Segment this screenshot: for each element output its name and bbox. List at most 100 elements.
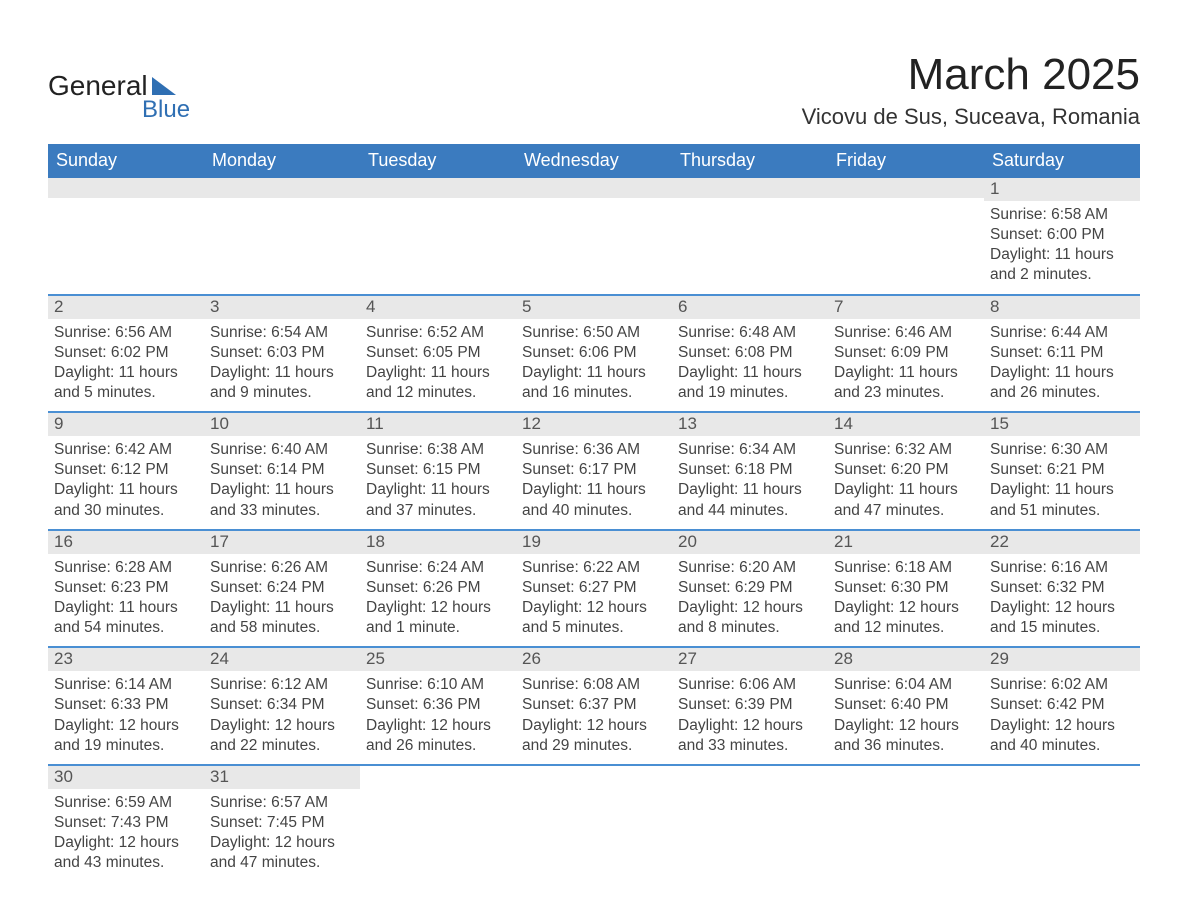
- weekday-header: Friday: [828, 144, 984, 178]
- day-number: 6: [672, 296, 828, 319]
- sunrise-text: Sunrise: 6:18 AM: [834, 558, 978, 578]
- weekday-header: Monday: [204, 144, 360, 178]
- calendar-cell: [48, 178, 204, 295]
- sunset-text: Sunset: 6:11 PM: [990, 343, 1134, 363]
- sunrise-text: Sunrise: 6:42 AM: [54, 440, 198, 460]
- daylight-text: Daylight: 11 hours and 51 minutes.: [990, 480, 1134, 520]
- calendar-cell: 31Sunrise: 6:57 AMSunset: 7:45 PMDayligh…: [204, 765, 360, 882]
- day-number: 31: [204, 766, 360, 789]
- sunrise-text: Sunrise: 6:02 AM: [990, 675, 1134, 695]
- day-number: 26: [516, 648, 672, 671]
- day-details: Sunrise: 6:46 AMSunset: 6:09 PMDaylight:…: [828, 319, 984, 412]
- sunset-text: Sunset: 6:21 PM: [990, 460, 1134, 480]
- calendar-body: 1Sunrise: 6:58 AMSunset: 6:00 PMDaylight…: [48, 178, 1140, 881]
- day-details: Sunrise: 6:02 AMSunset: 6:42 PMDaylight:…: [984, 671, 1140, 764]
- sunset-text: Sunset: 6:08 PM: [678, 343, 822, 363]
- day-number: [672, 178, 828, 198]
- calendar-cell: 4Sunrise: 6:52 AMSunset: 6:05 PMDaylight…: [360, 295, 516, 413]
- daylight-text: Daylight: 12 hours and 36 minutes.: [834, 716, 978, 756]
- day-details: [828, 198, 984, 270]
- daylight-text: Daylight: 11 hours and 23 minutes.: [834, 363, 978, 403]
- day-details: Sunrise: 6:16 AMSunset: 6:32 PMDaylight:…: [984, 554, 1140, 647]
- daylight-text: Daylight: 11 hours and 47 minutes.: [834, 480, 978, 520]
- calendar-week-row: 1Sunrise: 6:58 AMSunset: 6:00 PMDaylight…: [48, 178, 1140, 295]
- calendar-cell: 9Sunrise: 6:42 AMSunset: 6:12 PMDaylight…: [48, 412, 204, 530]
- sunrise-text: Sunrise: 6:12 AM: [210, 675, 354, 695]
- calendar-cell: 23Sunrise: 6:14 AMSunset: 6:33 PMDayligh…: [48, 647, 204, 765]
- daylight-text: Daylight: 11 hours and 9 minutes.: [210, 363, 354, 403]
- day-details: [984, 786, 1140, 858]
- day-details: Sunrise: 6:59 AMSunset: 7:43 PMDaylight:…: [48, 789, 204, 882]
- calendar-cell: 5Sunrise: 6:50 AMSunset: 6:06 PMDaylight…: [516, 295, 672, 413]
- calendar-cell: 28Sunrise: 6:04 AMSunset: 6:40 PMDayligh…: [828, 647, 984, 765]
- calendar-cell: 12Sunrise: 6:36 AMSunset: 6:17 PMDayligh…: [516, 412, 672, 530]
- sunset-text: Sunset: 7:45 PM: [210, 813, 354, 833]
- day-number: 17: [204, 531, 360, 554]
- daylight-text: Daylight: 11 hours and 44 minutes.: [678, 480, 822, 520]
- day-number: 3: [204, 296, 360, 319]
- sunset-text: Sunset: 6:37 PM: [522, 695, 666, 715]
- daylight-text: Daylight: 11 hours and 58 minutes.: [210, 598, 354, 638]
- day-number: 15: [984, 413, 1140, 436]
- calendar-cell: 27Sunrise: 6:06 AMSunset: 6:39 PMDayligh…: [672, 647, 828, 765]
- day-number: 19: [516, 531, 672, 554]
- daylight-text: Daylight: 11 hours and 33 minutes.: [210, 480, 354, 520]
- day-number: 27: [672, 648, 828, 671]
- location-text: Vicovu de Sus, Suceava, Romania: [802, 104, 1140, 130]
- sunset-text: Sunset: 6:39 PM: [678, 695, 822, 715]
- sunrise-text: Sunrise: 6:36 AM: [522, 440, 666, 460]
- day-details: Sunrise: 6:57 AMSunset: 7:45 PMDaylight:…: [204, 789, 360, 882]
- calendar-cell: 21Sunrise: 6:18 AMSunset: 6:30 PMDayligh…: [828, 530, 984, 648]
- day-number: [360, 178, 516, 198]
- sunset-text: Sunset: 7:43 PM: [54, 813, 198, 833]
- calendar-cell: 30Sunrise: 6:59 AMSunset: 7:43 PMDayligh…: [48, 765, 204, 882]
- daylight-text: Daylight: 12 hours and 8 minutes.: [678, 598, 822, 638]
- calendar-cell: 25Sunrise: 6:10 AMSunset: 6:36 PMDayligh…: [360, 647, 516, 765]
- day-number: 23: [48, 648, 204, 671]
- sunrise-text: Sunrise: 6:44 AM: [990, 323, 1134, 343]
- weekday-header: Thursday: [672, 144, 828, 178]
- day-number: [828, 766, 984, 786]
- sunrise-text: Sunrise: 6:56 AM: [54, 323, 198, 343]
- sunset-text: Sunset: 6:06 PM: [522, 343, 666, 363]
- calendar-cell: 22Sunrise: 6:16 AMSunset: 6:32 PMDayligh…: [984, 530, 1140, 648]
- day-number: 13: [672, 413, 828, 436]
- sunrise-text: Sunrise: 6:54 AM: [210, 323, 354, 343]
- sunrise-text: Sunrise: 6:32 AM: [834, 440, 978, 460]
- day-details: Sunrise: 6:56 AMSunset: 6:02 PMDaylight:…: [48, 319, 204, 412]
- day-number: [672, 766, 828, 786]
- day-details: Sunrise: 6:28 AMSunset: 6:23 PMDaylight:…: [48, 554, 204, 647]
- day-details: [48, 198, 204, 270]
- month-title: March 2025: [802, 50, 1140, 100]
- day-details: Sunrise: 6:48 AMSunset: 6:08 PMDaylight:…: [672, 319, 828, 412]
- sunrise-text: Sunrise: 6:28 AM: [54, 558, 198, 578]
- daylight-text: Daylight: 11 hours and 40 minutes.: [522, 480, 666, 520]
- day-number: 16: [48, 531, 204, 554]
- sunrise-text: Sunrise: 6:06 AM: [678, 675, 822, 695]
- day-number: 25: [360, 648, 516, 671]
- day-number: 8: [984, 296, 1140, 319]
- sunrise-text: Sunrise: 6:50 AM: [522, 323, 666, 343]
- sunset-text: Sunset: 6:15 PM: [366, 460, 510, 480]
- day-details: [672, 198, 828, 270]
- day-number: [828, 178, 984, 198]
- day-number: 21: [828, 531, 984, 554]
- daylight-text: Daylight: 11 hours and 54 minutes.: [54, 598, 198, 638]
- calendar-cell: [672, 178, 828, 295]
- calendar-cell: 11Sunrise: 6:38 AMSunset: 6:15 PMDayligh…: [360, 412, 516, 530]
- sunrise-text: Sunrise: 6:16 AM: [990, 558, 1134, 578]
- sunset-text: Sunset: 6:02 PM: [54, 343, 198, 363]
- day-number: 11: [360, 413, 516, 436]
- daylight-text: Daylight: 12 hours and 47 minutes.: [210, 833, 354, 873]
- day-details: Sunrise: 6:24 AMSunset: 6:26 PMDaylight:…: [360, 554, 516, 647]
- calendar-cell: 10Sunrise: 6:40 AMSunset: 6:14 PMDayligh…: [204, 412, 360, 530]
- calendar-cell: 18Sunrise: 6:24 AMSunset: 6:26 PMDayligh…: [360, 530, 516, 648]
- sunset-text: Sunset: 6:32 PM: [990, 578, 1134, 598]
- calendar-header: SundayMondayTuesdayWednesdayThursdayFrid…: [48, 144, 1140, 178]
- day-number: 30: [48, 766, 204, 789]
- sunset-text: Sunset: 6:30 PM: [834, 578, 978, 598]
- day-number: [48, 178, 204, 198]
- day-number: 7: [828, 296, 984, 319]
- day-number: 4: [360, 296, 516, 319]
- day-number: 2: [48, 296, 204, 319]
